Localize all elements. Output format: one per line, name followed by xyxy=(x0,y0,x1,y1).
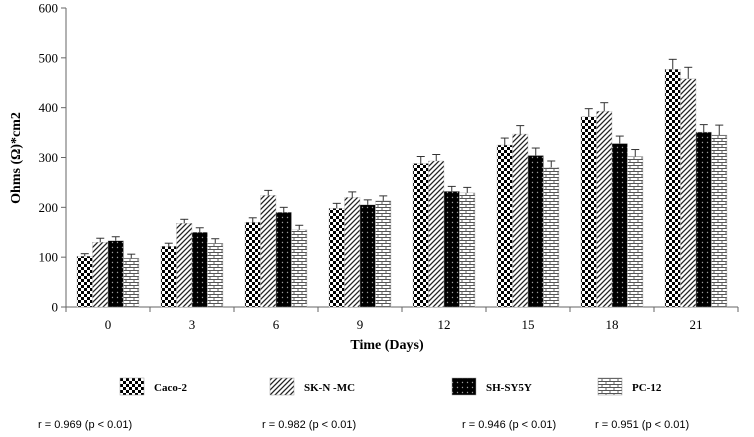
bar-caco-2-day-18 xyxy=(580,116,597,308)
y-tick-label: 300 xyxy=(39,150,59,165)
bar-sh-sy5y-day-3 xyxy=(191,232,208,308)
x-tick-label: 18 xyxy=(606,317,619,332)
bar-pc-12-day-21 xyxy=(711,134,728,308)
y-tick-label: 200 xyxy=(39,200,59,215)
y-tick-label: 600 xyxy=(39,1,59,16)
error-bar-group xyxy=(80,58,724,259)
bar-sk-n-mc-day-6 xyxy=(260,195,277,308)
bar-sh-sy5y-day-6 xyxy=(275,212,292,308)
bar-sk-n-mc-day-0 xyxy=(92,242,109,308)
bar-caco-2-day-3 xyxy=(160,246,177,308)
correlation-label: r = 0.969 (p < 0.01) xyxy=(38,419,132,431)
legend-label: PC-12 xyxy=(632,382,662,394)
x-axis-title: Time (Days) xyxy=(350,338,424,353)
x-axis: 0 3 6 9 12 15 18 21 xyxy=(65,306,739,332)
bar-pc-12-day-9 xyxy=(375,200,392,308)
bar-caco-2-day-15 xyxy=(496,144,513,308)
bar-caco-2-day-0 xyxy=(76,255,93,308)
bar-sk-n-mc-day-15 xyxy=(512,133,529,308)
legend-label: Caco-2 xyxy=(154,382,187,394)
correlation-label: r = 0.982 (p < 0.01) xyxy=(262,419,356,431)
bar-pc-12-day-15 xyxy=(543,167,560,308)
bar-caco-2-day-21 xyxy=(664,69,681,308)
y-axis-title: Ohms (Ω)*cm2 xyxy=(9,112,24,204)
bar-caco-2-day-12 xyxy=(412,163,429,308)
bar-sk-n-mc-day-9 xyxy=(344,197,361,308)
bar-sh-sy5y-day-9 xyxy=(359,204,376,308)
legend-swatch-caco-2 xyxy=(119,377,145,396)
legend-label: SK-N -MC xyxy=(304,382,355,394)
legend-swatch-sk-n-mc xyxy=(269,377,295,396)
bar-caco-2-day-9 xyxy=(328,208,345,308)
legend: Caco-2 SK-N -MC SH-SY5Y PC-12 xyxy=(119,377,662,396)
bar-pc-12-day-6 xyxy=(291,229,308,308)
bar-series-group xyxy=(76,69,728,308)
bar-sh-sy5y-day-12 xyxy=(443,191,460,308)
bar-pc-12-day-18 xyxy=(627,156,644,308)
x-tick-label: 6 xyxy=(273,317,280,332)
y-tick-label: 500 xyxy=(39,50,59,65)
y-tick-label: 0 xyxy=(52,300,59,315)
x-tick-label: 3 xyxy=(189,317,196,332)
y-tick-label: 400 xyxy=(39,100,59,115)
x-tick-label: 15 xyxy=(522,317,535,332)
bar-pc-12-day-3 xyxy=(207,243,224,308)
bar-sh-sy5y-day-21 xyxy=(695,131,712,308)
legend-label: SH-SY5Y xyxy=(486,382,532,394)
bar-pc-12-day-12 xyxy=(459,192,476,308)
bar-sk-n-mc-day-18 xyxy=(596,110,613,308)
legend-swatch-sh-sy5y xyxy=(451,377,477,396)
x-tick-label: 21 xyxy=(690,317,703,332)
bar-sk-n-mc-day-12 xyxy=(428,160,445,308)
y-axis: 0 100 200 300 400 500 600 xyxy=(39,1,67,315)
bar-sh-sy5y-day-18 xyxy=(611,143,628,308)
bar-pc-12-day-0 xyxy=(123,257,140,308)
bar-sh-sy5y-day-15 xyxy=(527,155,544,308)
bar-sk-n-mc-day-21 xyxy=(680,78,697,308)
correlation-labels: r = 0.969 (p < 0.01) r = 0.982 (p < 0.01)… xyxy=(38,419,689,431)
correlation-label: r = 0.946 (p < 0.01) xyxy=(462,419,556,431)
y-tick-label: 100 xyxy=(39,250,59,265)
x-tick-label: 9 xyxy=(357,317,364,332)
correlation-label: r = 0.951 (p < 0.01) xyxy=(595,419,689,431)
bar-sk-n-mc-day-3 xyxy=(176,223,193,308)
bar-caco-2-day-6 xyxy=(244,222,261,308)
x-tick-label: 12 xyxy=(438,317,451,332)
legend-swatch-pc-12 xyxy=(597,377,623,396)
bar-sh-sy5y-day-0 xyxy=(107,240,124,308)
x-tick-label: 0 xyxy=(105,317,112,332)
